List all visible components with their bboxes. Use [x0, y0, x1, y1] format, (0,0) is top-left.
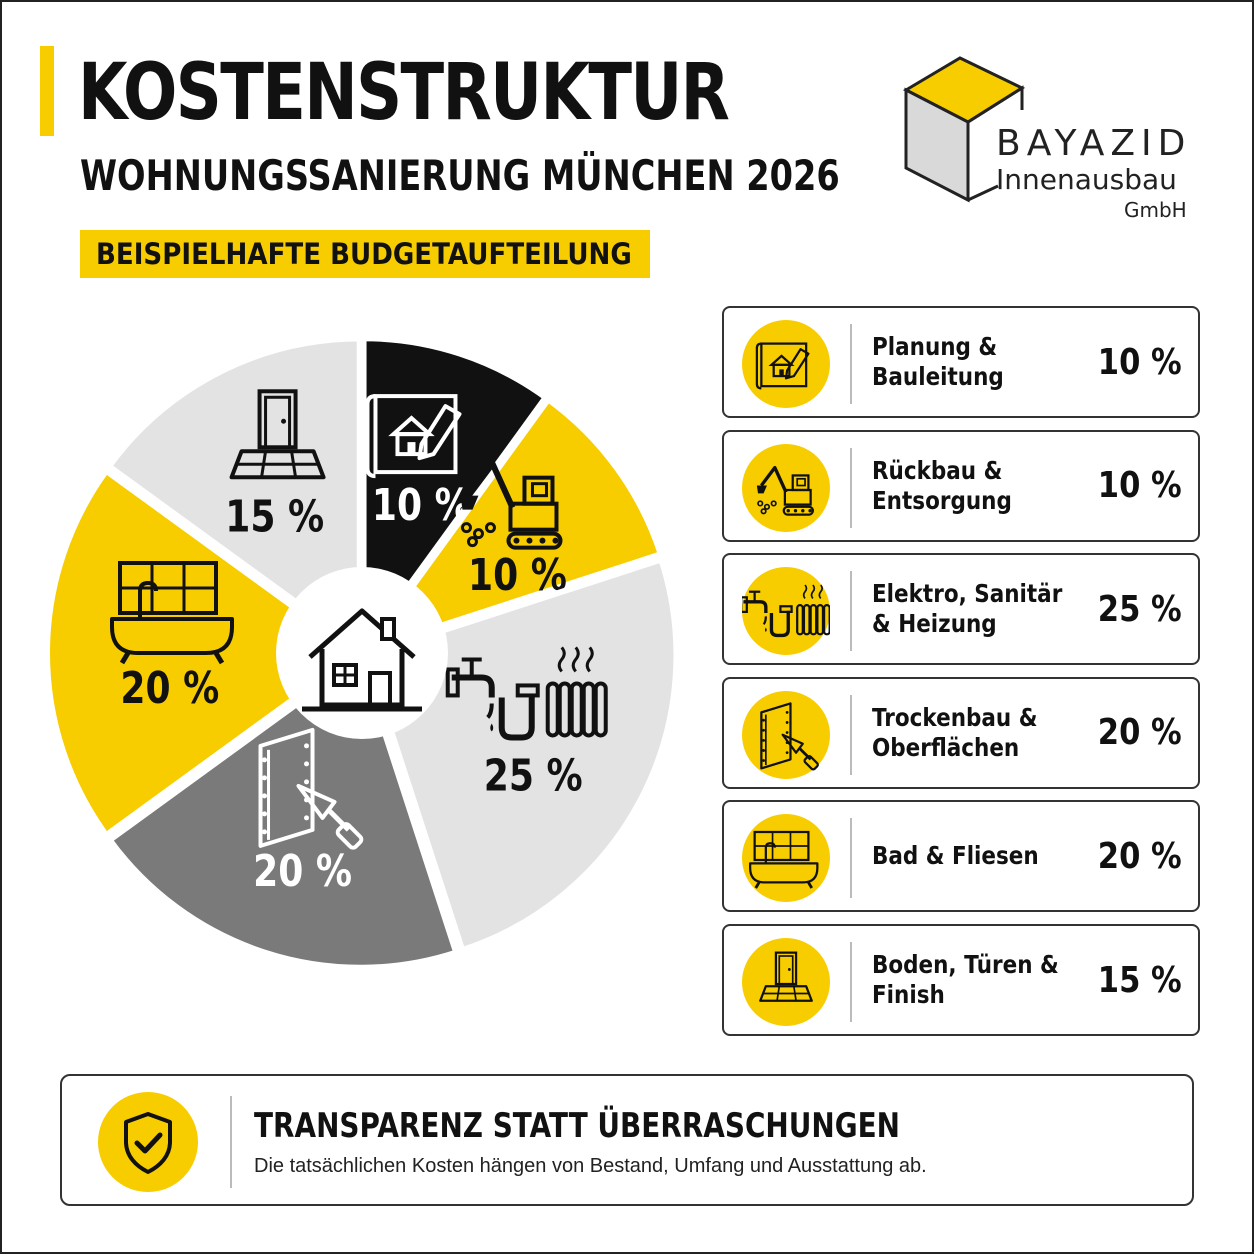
- banner-divider: [230, 1096, 232, 1188]
- budget-tag-label: BEISPIELHAFTE BUDGETAUFTEILUNG: [96, 237, 632, 271]
- legend-percent: 20 %: [1098, 835, 1182, 877]
- legend-icon-badge: [742, 320, 830, 408]
- pie-slice-value: 20 %: [120, 664, 219, 714]
- legend-item: Boden, Türen & Finish 15 %: [722, 924, 1200, 1036]
- legend-label-text: Boden, Türen & Finish: [872, 950, 1087, 1010]
- legend-divider: [850, 942, 852, 1022]
- legend-label-line1: Boden, Türen & Finish: [872, 950, 1059, 1009]
- pie-slice-6: 15 %: [105, 335, 363, 652]
- pie-center: [276, 567, 448, 739]
- bathtub-tiles-icon: [110, 561, 234, 665]
- legend-label-text: Rückbau & Entsorgung: [872, 456, 1087, 516]
- title-accent-bar: [40, 46, 54, 136]
- company-logo: BAYAZID Innenausbau GmbH: [900, 50, 1220, 230]
- legend-label: Bad & Fliesen: [872, 802, 1087, 910]
- legend-icon-badge: [742, 814, 830, 903]
- legend-label-line2: Oberflächen: [872, 732, 1020, 762]
- legend-percent: 10 %: [1098, 465, 1182, 507]
- legend-percent: 20 %: [1098, 712, 1182, 754]
- pie-center-circle: [276, 567, 448, 739]
- pie-slice-value: 25 %: [484, 751, 583, 801]
- legend-divider: [850, 818, 852, 899]
- drywall-trowel-icon: [258, 727, 364, 850]
- legend-label-line1: Trockenbau &: [872, 702, 1038, 732]
- legend-icon-badge: [742, 443, 830, 532]
- legend-label-text: Bad & Fliesen: [872, 841, 1039, 871]
- logo-name: BAYAZID: [996, 123, 1192, 164]
- excavator-icon: [756, 465, 815, 516]
- pie-slice-shape: [360, 335, 549, 652]
- legend-item: Rückbau & Entsorgung 10 %: [722, 429, 1200, 542]
- pie-slice-value: 10 %: [372, 481, 471, 531]
- legend-icon-badge: [742, 938, 830, 1026]
- legend-label-text: Elektro, Sanitär & Heizung: [872, 579, 1062, 639]
- blueprint-icon: [365, 394, 462, 479]
- legend-label: Boden, Türen & Finish: [872, 926, 1087, 1034]
- legend-label-line1: Elektro, Sanitär: [872, 579, 1063, 609]
- legend-label-text: Planung & Bauleitung: [872, 332, 1087, 392]
- house-icon: [302, 608, 422, 712]
- drywall-trowel-icon: [760, 702, 819, 771]
- pie-slice-1: 10 %: [360, 335, 549, 652]
- plumbing-radiator-icon: [742, 584, 830, 638]
- pie-chart-svg: 10 %10 %25 %20 %20 %15 %: [44, 335, 680, 971]
- logo-legal-form: GmbH: [1124, 198, 1187, 222]
- logo-subname: Innenausbau: [996, 163, 1177, 196]
- pie-slice-5: 20 %: [44, 467, 360, 839]
- legend-item: Trockenbau & Oberflächen 20 %: [722, 676, 1200, 789]
- banner-text: Die tatsächlichen Kosten hängen von Best…: [254, 1155, 927, 1177]
- excavator-icon: [460, 460, 563, 550]
- legend-item: Elektro, Sanitär & Heizung 25 %: [722, 553, 1200, 666]
- legend-divider: [850, 694, 852, 775]
- legend-item: Planung & Bauleitung 10 %: [722, 306, 1200, 418]
- page-subtitle: WOHNUNGSSANIERUNG MÜNCHEN 2026: [80, 151, 840, 200]
- legend-percent: 10 %: [1098, 341, 1182, 383]
- budget-tag: BEISPIELHAFTE BUDGETAUFTEILUNG: [80, 230, 650, 278]
- legend-label-line1: Rückbau & Entsorgung: [872, 455, 1012, 515]
- plumbing-radiator-icon: [445, 646, 608, 741]
- legend-percent: 25 %: [1098, 588, 1182, 630]
- banner-title: TRANSPARENZ STATT ÜBERRASCHUNGEN: [254, 1106, 900, 1146]
- pie-slice-shape: [363, 396, 664, 654]
- legend-label-text: Trockenbau & Oberflächen: [872, 703, 1037, 763]
- legend-label: Planung & Bauleitung: [872, 308, 1087, 416]
- door-floor-icon: [759, 951, 813, 1002]
- pie-slice-value: 15 %: [225, 492, 324, 542]
- pie-chart: 10 % 10 % 25 % 20 % 20 % 15 %: [40, 305, 690, 1025]
- legend-divider: [850, 571, 852, 652]
- legend-divider: [850, 447, 852, 528]
- legend-label-line2: & Heizung: [872, 609, 997, 639]
- legend-label: Rückbau & Entsorgung: [872, 432, 1087, 540]
- cube-logo-icon: [902, 56, 1026, 203]
- legend-percent: 15 %: [1098, 959, 1182, 1001]
- door-floor-icon: [229, 389, 326, 480]
- shield-check-icon: [124, 1112, 172, 1174]
- legend-divider: [850, 324, 852, 404]
- page-title: KOSTENSTRUKTUR: [78, 48, 730, 138]
- blueprint-icon: [755, 342, 810, 390]
- legend-icon-badge: [742, 567, 830, 656]
- legend-label: Trockenbau & Oberflächen: [872, 679, 1087, 787]
- legend-item: Bad & Fliesen 20 %: [722, 800, 1200, 913]
- pie-slice-value: 20 %: [253, 846, 352, 896]
- shield-badge: [98, 1092, 198, 1192]
- transparency-banner: TRANSPARENZ STATT ÜBERRASCHUNGEN Die tat…: [60, 1074, 1194, 1206]
- legend-icon-badge: [742, 690, 830, 779]
- bathtub-tiles-icon: [749, 831, 819, 890]
- legend-label: Elektro, Sanitär & Heizung: [872, 555, 1087, 663]
- legend-label-line1: Bad & Fliesen: [872, 841, 1039, 871]
- legend-label-line1: Planung & Bauleitung: [872, 332, 1004, 391]
